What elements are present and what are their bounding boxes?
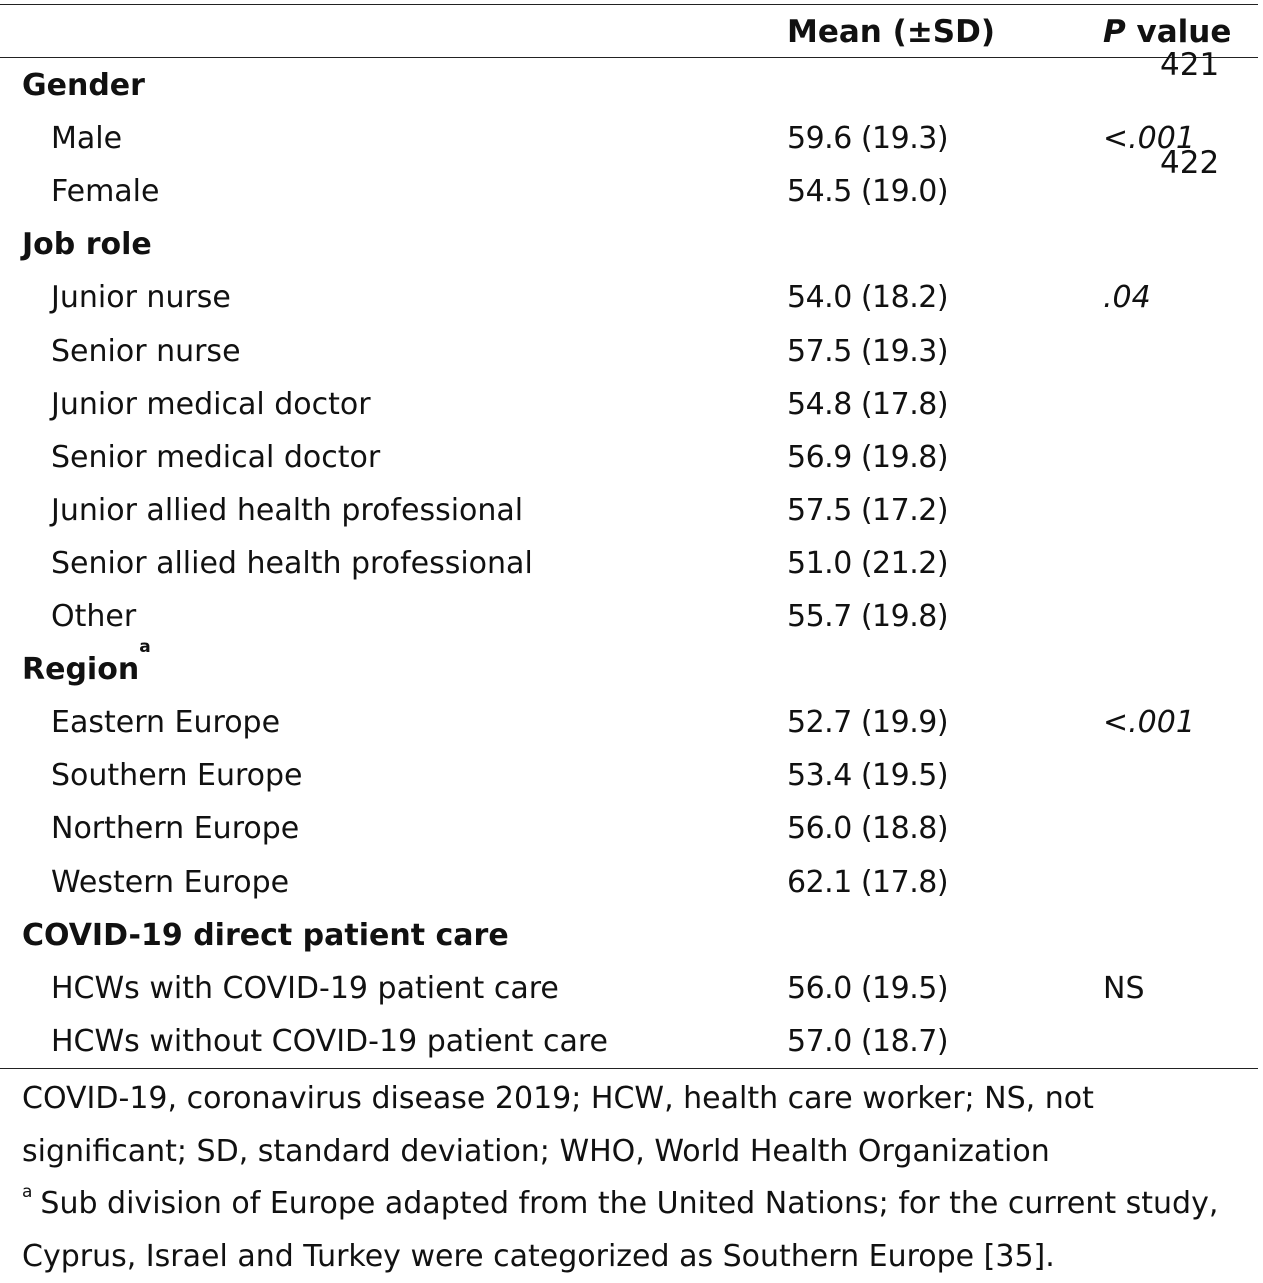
- mean-sd-value: 51.0 (21.2): [787, 545, 949, 581]
- label-text: Northern Europe: [51, 811, 300, 847]
- row-label: Other: [51, 590, 136, 643]
- table-row: Eastern Europe 52.7 (19.9) <.001: [0, 696, 1263, 749]
- mean-sd-value: 55.7 (19.8): [787, 599, 949, 634]
- row-label: Senior nurse: [51, 325, 241, 378]
- table-row: Junior allied health professional 57.5 (1…: [0, 484, 1263, 537]
- label-text: Other: [51, 599, 137, 634]
- group-label: COVID-19 direct patient care: [22, 909, 509, 962]
- mean-sd-value: 52.7 (19.9): [787, 705, 949, 741]
- label-text: Senior nurse: [51, 333, 241, 369]
- mean-sd-value: 57.5 (19.3): [787, 333, 949, 369]
- label-text: Region: [22, 652, 140, 688]
- line-number: 421: [1160, 47, 1220, 83]
- label-text: Western Europe: [51, 864, 290, 900]
- label-text: Male: [51, 121, 123, 157]
- region-footnote: a Sub division of Europe adapted from the…: [22, 1178, 1252, 1283]
- group-label: Regiona: [22, 639, 151, 696]
- label-text: Junior nurse: [51, 280, 231, 316]
- label-text: Southern Europe: [51, 758, 303, 794]
- line-number: 422: [1160, 145, 1220, 181]
- row-label: Junior allied health professional: [51, 484, 523, 537]
- abbreviations-note: COVID-19, coronavirus disease 2019; HCW,…: [22, 1081, 1094, 1169]
- label-text: Junior allied health professional: [51, 492, 524, 528]
- row-label: Senior allied health professional: [51, 537, 533, 590]
- label-text: Job role: [22, 227, 152, 263]
- table-footnotes: COVID-19, coronavirus disease 2019; HCW,…: [22, 1073, 1252, 1283]
- footnote-text: Sub division of Europe adapted from the …: [22, 1186, 1219, 1274]
- column-header-p-value: P value: [1103, 12, 1231, 52]
- p-value: .04: [1103, 280, 1151, 316]
- table-row: Southern Europe 53.4 (19.5): [0, 749, 1263, 802]
- table-row: Male 59.6 (19.3) <.001: [0, 112, 1263, 165]
- table-row: Female 54.5 (19.0): [0, 165, 1263, 218]
- mean-sd-value: 57.5 (17.2): [787, 492, 949, 528]
- label-text: HCWs without COVID-19 patient care: [51, 1023, 608, 1059]
- group-label: Gender: [22, 59, 145, 112]
- p-value: <.001: [1103, 705, 1195, 741]
- row-label: Western Europe: [51, 856, 289, 909]
- table-row: Junior nurse 54.0 (18.2) .04: [0, 271, 1263, 324]
- table-group-row: COVID-19 direct patient care: [0, 909, 1263, 962]
- row-label: Senior medical doctor: [51, 431, 380, 484]
- table-top-rule: [0, 4, 1258, 5]
- table-row: HCWs with COVID-19 patient care 56.0 (19.…: [0, 962, 1263, 1015]
- table-group-row: Regiona: [0, 639, 1263, 696]
- label-text: HCWs with COVID-19 patient care: [51, 970, 559, 1006]
- table-bottom-rule: [0, 1068, 1258, 1069]
- table-row: Junior medical doctor 54.8 (17.8): [0, 378, 1263, 431]
- mean-sd-value: 54.0 (18.2): [787, 280, 949, 316]
- label-text: Senior allied health professional: [51, 545, 533, 581]
- mean-sd-value: 62.1 (17.8): [787, 864, 949, 900]
- row-label: Junior medical doctor: [51, 378, 371, 431]
- row-label: HCWs without COVID-19 patient care: [51, 1015, 608, 1068]
- row-label: Southern Europe: [51, 749, 303, 802]
- row-label: HCWs with COVID-19 patient care: [51, 962, 559, 1015]
- mean-sd-value: 56.0 (19.5): [787, 970, 949, 1006]
- footnote-marker: a: [139, 637, 151, 658]
- mean-sd-value: 54.8 (17.8): [787, 386, 949, 422]
- table-row: HCWs without COVID-19 patient care 57.0 (…: [0, 1015, 1263, 1068]
- row-label: Female: [51, 165, 159, 218]
- table-row: Senior medical doctor 56.9 (19.8): [0, 431, 1263, 484]
- mean-sd-value: 56.0 (18.8): [787, 811, 949, 847]
- table-header-rule: [0, 57, 1258, 58]
- p-value: <.001: [1103, 121, 1195, 157]
- row-label: Junior nurse: [51, 271, 231, 324]
- column-header-mean: Mean (±SD): [787, 14, 996, 50]
- p-value-suffix: value: [1125, 14, 1232, 50]
- mean-sd-value: 53.4 (19.5): [787, 758, 949, 794]
- table-row: Western Europe 62.1 (17.8): [0, 856, 1263, 909]
- label-text: Junior medical doctor: [51, 386, 371, 422]
- group-label: Job role: [22, 218, 152, 271]
- label-text: Senior medical doctor: [51, 439, 381, 475]
- table-row: Northern Europe 56.0 (18.8): [0, 802, 1263, 855]
- label-text: COVID-19 direct patient care: [22, 917, 509, 953]
- mean-sd-value: 59.6 (19.3): [787, 121, 949, 157]
- table-row: Senior nurse 57.5 (19.3): [0, 325, 1263, 378]
- table-row: Senior allied health professional 51.0 (2…: [0, 537, 1263, 590]
- table-group-row: Job role: [0, 218, 1263, 271]
- label-text: Gender: [22, 68, 145, 103]
- row-label: Male: [51, 112, 122, 165]
- table-group-row: Gender: [0, 59, 1263, 112]
- mean-sd-value: 57.0 (18.7): [787, 1023, 949, 1059]
- row-label: Eastern Europe: [51, 696, 280, 749]
- p-italic-letter: P: [1103, 14, 1126, 50]
- row-label: Northern Europe: [51, 802, 299, 855]
- label-text: Eastern Europe: [51, 705, 281, 741]
- footnote-marker: a: [22, 1182, 33, 1202]
- table-row: Other 55.7 (19.8): [0, 590, 1263, 643]
- p-value: NS: [1103, 970, 1145, 1006]
- label-text: Female: [51, 174, 160, 210]
- mean-sd-value: 54.5 (19.0): [787, 174, 949, 210]
- mean-sd-value: 56.9 (19.8): [787, 439, 949, 475]
